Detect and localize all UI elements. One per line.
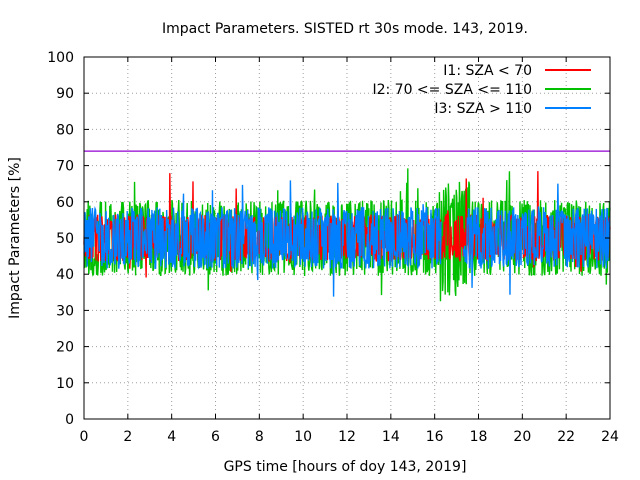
y-tick-label: 80 (56, 122, 74, 138)
series-line (83, 180, 611, 297)
x-tick-label: 4 (167, 429, 176, 445)
legend: I1: SZA < 70 I2: 70 <= SZA <= 110 I3: SZA … (372, 63, 591, 117)
y-tick-label: 10 (56, 376, 74, 392)
legend-label: I1: SZA < 70 (443, 63, 532, 79)
y-tick-label: 60 (56, 195, 74, 211)
x-tick-label: 6 (211, 429, 220, 445)
x-tick-label: 0 (80, 429, 89, 445)
x-tick-label: 18 (470, 429, 488, 445)
y-tick-label: 100 (47, 50, 74, 66)
x-tick-label: 20 (513, 429, 531, 445)
x-tick-label: 16 (426, 429, 444, 445)
chart-title: Impact Parameters. SISTED rt 30s mode. 1… (162, 21, 528, 37)
x-tick-label: 10 (294, 429, 312, 445)
y-tick-label: 30 (56, 303, 74, 319)
x-axis-label: GPS time [hours of doy 143, 2019] (224, 459, 467, 475)
x-tick-label: 14 (382, 429, 400, 445)
legend-label: I3: SZA > 110 (434, 101, 532, 117)
series-layer (83, 168, 611, 302)
y-tick-label: 20 (56, 340, 74, 356)
x-tick-label: 12 (338, 429, 356, 445)
y-tick-label: 40 (56, 267, 74, 283)
y-tick-label: 90 (56, 86, 74, 102)
legend-label: I2: 70 <= SZA <= 110 (372, 82, 532, 98)
x-tick-label: 8 (255, 429, 264, 445)
x-tick-label: 22 (557, 429, 575, 445)
y-tick-label: 0 (65, 412, 74, 428)
x-tick-label: 24 (601, 429, 619, 445)
y-axis-label: Impact Parameters [%] (7, 157, 23, 319)
ticks: 0 2 4 6 8 10 12 14 16 18 20 22 240102030405060708090… (47, 50, 619, 445)
y-tick-label: 70 (56, 159, 74, 175)
y-tick-label: 50 (56, 231, 74, 247)
x-tick-label: 2 (123, 429, 132, 445)
